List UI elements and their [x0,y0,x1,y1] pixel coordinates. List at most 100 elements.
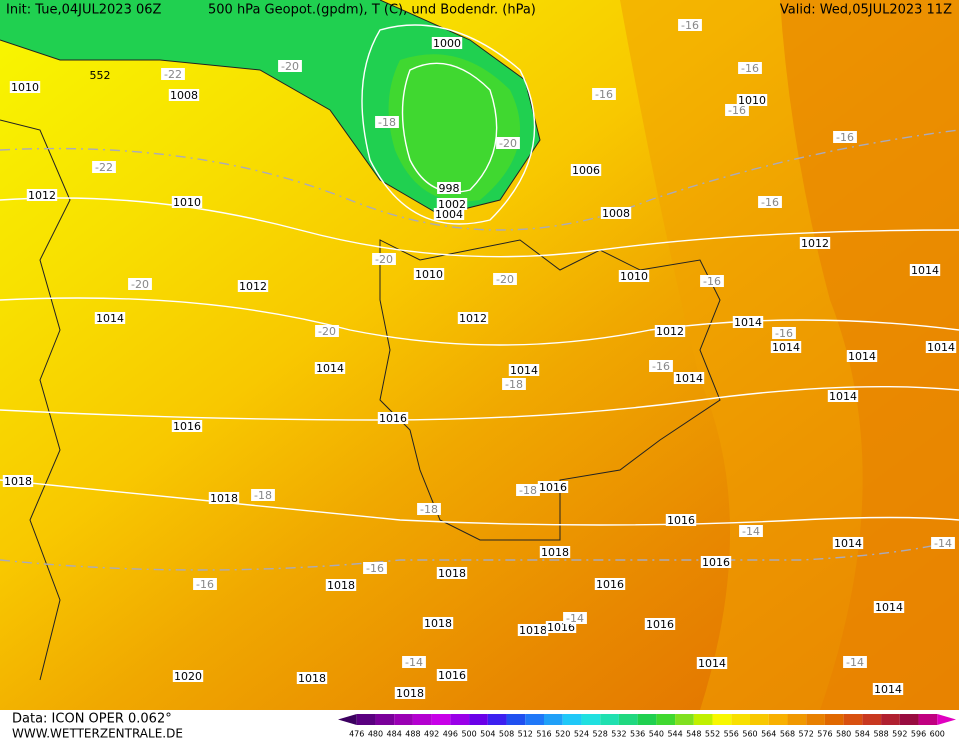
isobar-label-box [909,264,941,276]
colorbar-label: 520 [555,730,570,739]
colorbar-swatch [843,714,863,725]
temperature-label-box [278,60,302,72]
temperature-label: -16 [595,88,613,101]
colorbar-swatch [506,714,526,725]
colorbar-label: 552 [705,730,720,739]
temperature-label-box [161,68,185,80]
colorbar-swatch [562,714,582,725]
isobar-label-box [537,481,569,493]
colorbar-label: 600 [930,730,945,739]
isobar-label-box [436,567,468,579]
isobar-label: 1016 [702,556,730,569]
temperature-label-box [402,656,426,668]
colorbar-label: 572 [799,730,814,739]
isobar-label: 1018 [4,475,32,488]
isobar-label-box [457,312,489,324]
isobar-label-box [314,362,346,374]
colorbar-swatch [525,714,544,725]
isobar-line [0,385,959,421]
temperature-label-box [649,360,673,372]
temperature-label-box [372,253,396,265]
colorbar-label: 564 [761,730,776,739]
isobar-label-box [208,492,240,504]
temperature-label-box [592,88,616,100]
isobar-label: 1010 [11,81,39,94]
isobar-label-box [422,617,454,629]
temperature-label: -20 [318,325,336,338]
isobar-label: 1008 [602,207,630,220]
temperature-label-box [128,278,152,290]
temperature-label-box [502,378,526,390]
colorbar-label: 560 [742,730,757,739]
colorbar-swatch [712,714,732,725]
isobar-label: 1008 [170,89,198,102]
colorbar-label: 584 [855,730,870,739]
isobar-label-box [237,280,269,292]
temperature-label: -16 [703,275,721,288]
colorbar-swatch [469,714,488,725]
temperature-label: -16 [366,562,384,575]
colorbar-label: 540 [649,730,664,739]
temperature-label: -16 [775,327,793,340]
colorbar-swatch [824,714,844,725]
isobar-label-box [846,350,878,362]
isobar-label: 1018 [541,546,569,559]
low-core [388,54,520,202]
colorbar-swatch [581,714,601,725]
isobar-label-box [436,198,468,210]
init-time: Init: Tue,04JUL2023 06Z [6,3,162,18]
isobar-label: 1014 [698,657,726,670]
isobar-label: 1018 [424,617,452,630]
isobar-line [401,62,498,193]
temperature-label: -14 [566,612,584,625]
isobar-label-box [873,601,905,613]
temperature-label: -20 [375,253,393,266]
colorbar-label: 524 [574,730,589,739]
contour-552 [0,0,541,216]
colorbar-label: 512 [518,730,533,739]
isobar-label: 998 [439,182,460,195]
isotherm-line [0,539,959,571]
isobar-label-box [644,618,676,630]
isobar-label: 1014 [911,264,939,277]
temperature-label: -16 [196,578,214,591]
temperature-label-box [251,489,275,501]
isobar-label-box [94,312,126,324]
temperature-label: -16 [836,131,854,144]
isobar-label-box [618,270,650,282]
temperature-label: -14 [846,656,864,669]
temperature-label: -18 [519,484,537,497]
isobar-label-box [168,89,200,101]
colorbar-arrow [338,714,357,725]
temperature-label: -20 [131,278,149,291]
temperature-label-box [738,62,762,74]
colorbar-swatch [450,714,470,725]
colorbar-swatch [675,714,694,725]
isobar-label: 1014 [675,372,703,385]
isobar-label: 1012 [656,325,684,338]
colorbar-swatch [375,714,395,725]
isobar-label-box [2,475,34,487]
isobar-label-box [517,624,549,636]
colorbar-swatch [750,714,769,725]
colorbar-label: 568 [780,730,795,739]
isobar-label: 1016 [379,412,407,425]
isobar-label: 1016 [173,420,201,433]
temperature-label-box [833,131,857,143]
temperature-label: -22 [95,161,113,174]
isobar-label: 1010 [620,270,648,283]
colorbar-swatch [637,714,657,725]
isobar-label-box [570,164,602,176]
isobar-label-box [9,81,41,93]
isobar-label-box [732,316,764,328]
temperature-label-box [315,325,339,337]
isobar-label-box [872,683,904,695]
isobar-label-box [436,669,468,681]
isobar-label: 1002 [438,198,466,211]
isobar-label: 1010 [738,94,766,107]
isobar-label-box [539,546,571,558]
temperature-label: -18 [378,116,396,129]
colorbar-label: 580 [836,730,851,739]
isobar-label: 1012 [459,312,487,325]
